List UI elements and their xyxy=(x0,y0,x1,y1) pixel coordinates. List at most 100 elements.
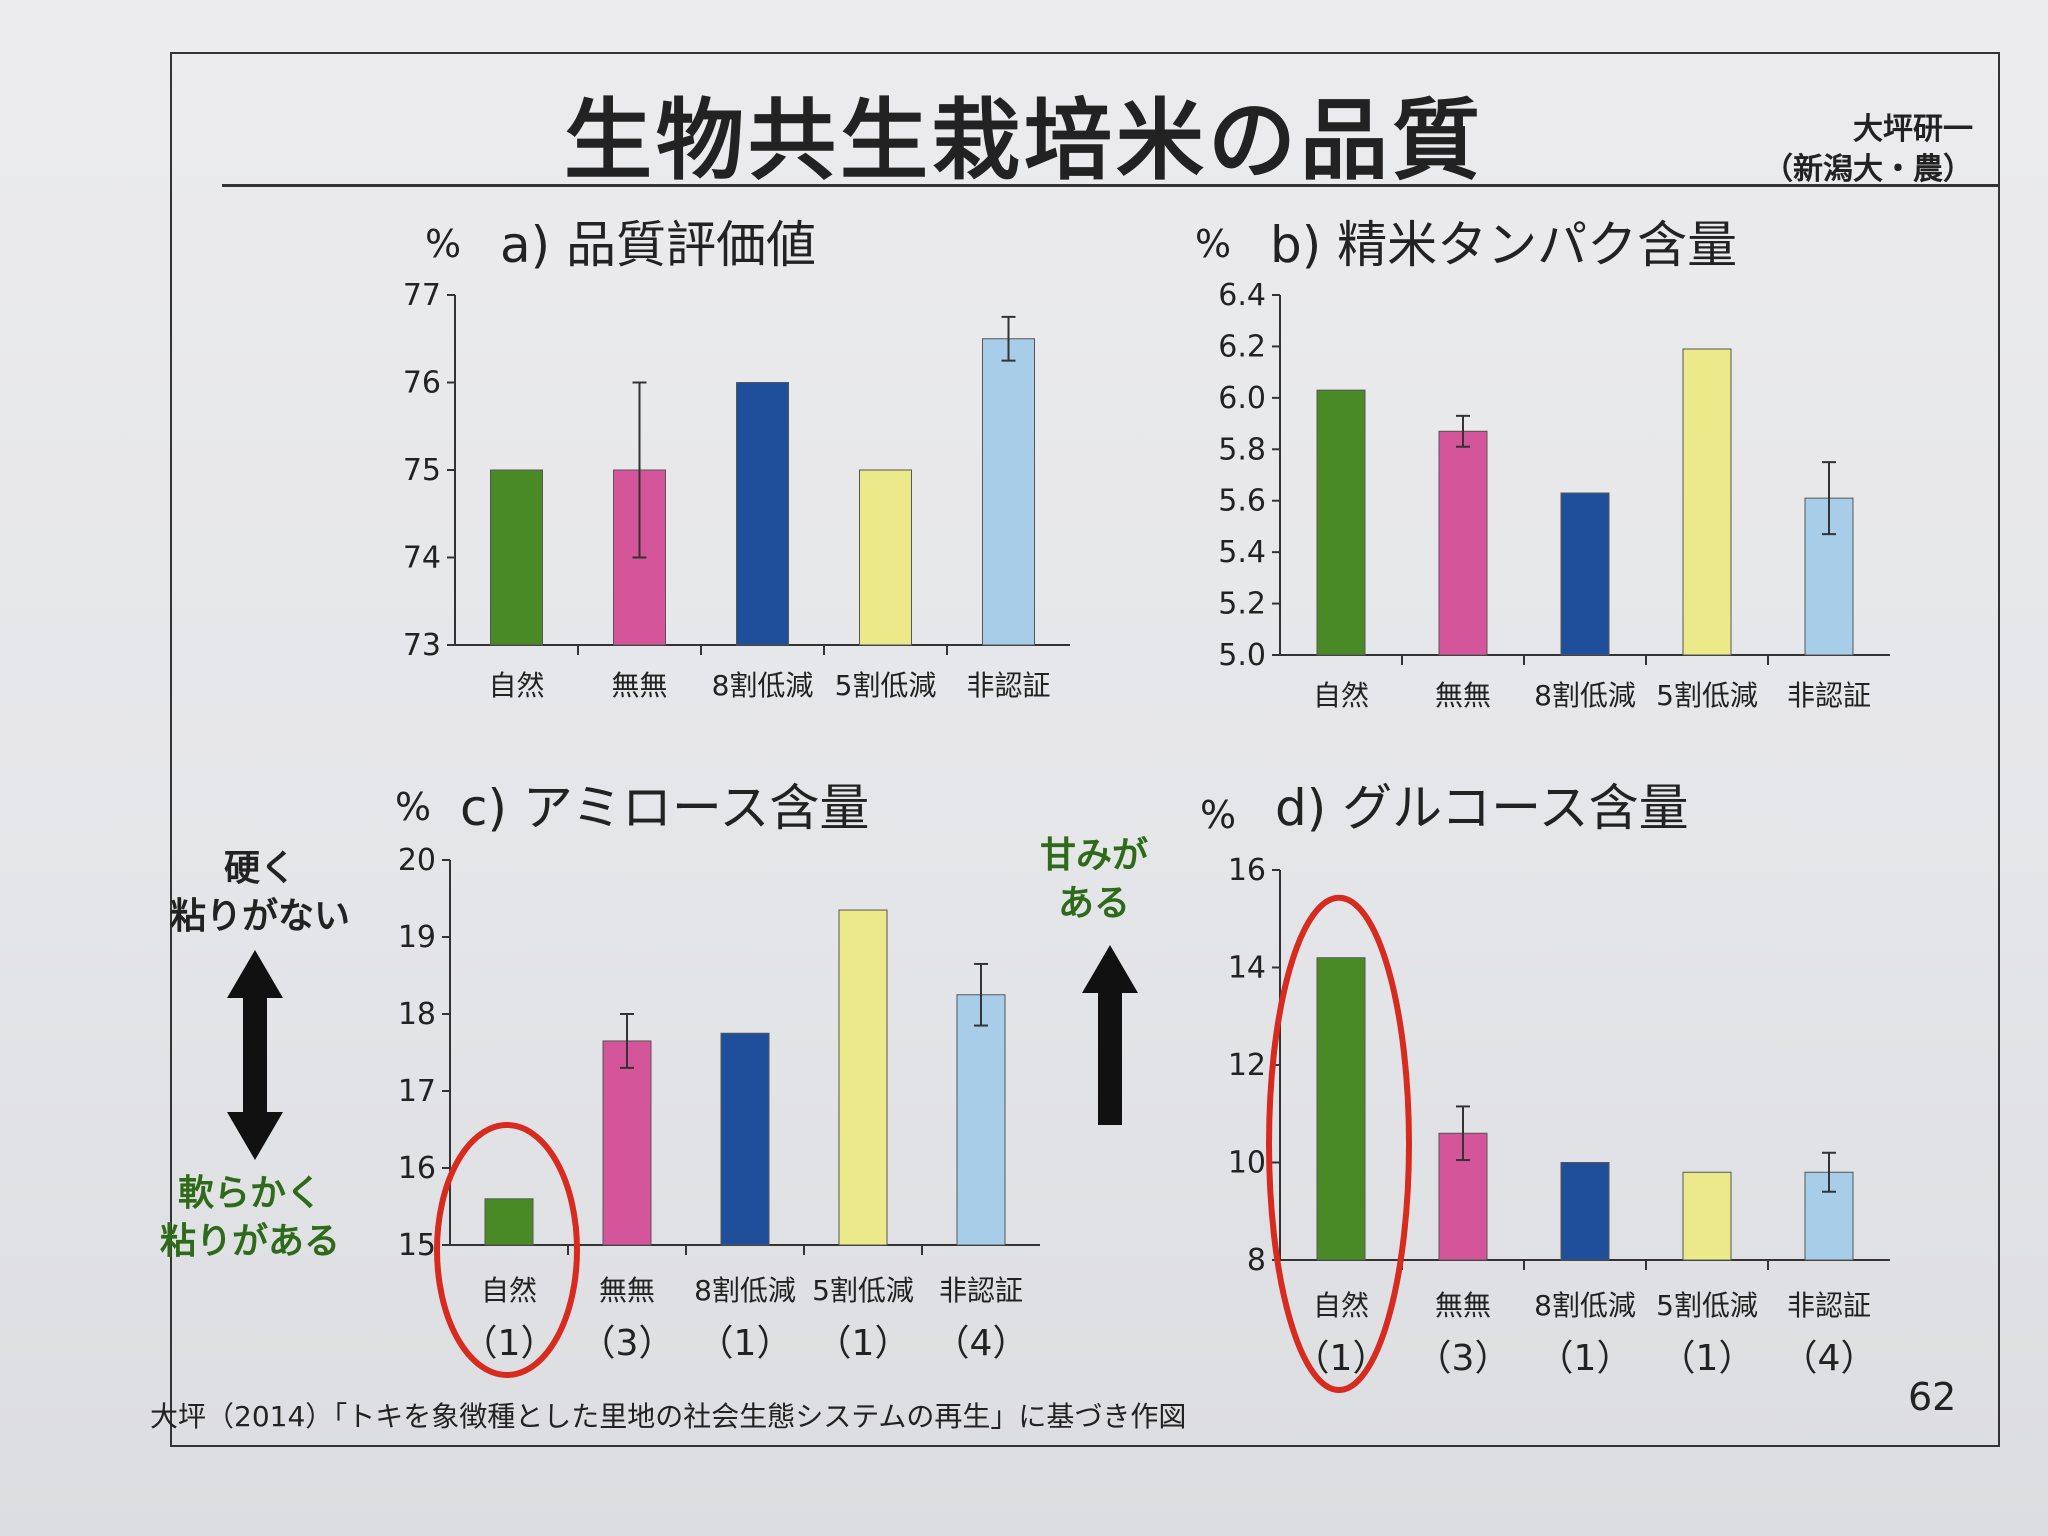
category-label: 自然 xyxy=(481,1274,537,1307)
y-tick-label: 77 xyxy=(403,278,441,313)
y-tick-label: 5.4 xyxy=(1218,535,1266,570)
sample-size-label: （1） xyxy=(698,1323,793,1364)
y-tick-label: 6.4 xyxy=(1218,278,1266,313)
sweet-label: 甘みが ある xyxy=(1040,832,1148,928)
double-arrow-icon xyxy=(227,950,283,1160)
y-tick-label: 17 xyxy=(398,1074,436,1109)
y-tick-label: 14 xyxy=(1228,951,1266,986)
category-label: 自然 xyxy=(1313,1289,1369,1322)
bar-2 xyxy=(1438,430,1488,656)
bar-1 xyxy=(490,469,543,646)
bar-4 xyxy=(838,909,888,1246)
bar-1 xyxy=(1316,957,1366,1261)
category-label: 8割低減 xyxy=(712,669,814,702)
sweet-label-line2: ある xyxy=(1058,883,1131,924)
y-tick-label: 5.2 xyxy=(1218,587,1266,622)
bar-4 xyxy=(1682,348,1732,656)
y-tick-label: 19 xyxy=(398,920,436,955)
y-tick-label: 76 xyxy=(403,366,441,401)
chart-d-title: d) グルコース含量 xyxy=(1275,779,1689,837)
hard-label: 硬く 粘りがない xyxy=(170,845,350,941)
y-tick-label: 5.6 xyxy=(1218,484,1266,519)
title-divider xyxy=(222,184,1998,187)
slide-frame xyxy=(170,52,2000,1447)
category-label: 無無 xyxy=(599,1274,655,1307)
chart-a-unit: % xyxy=(425,222,462,266)
chart-a-quality-score: 73 74 75 76 77 自然 無無 8割低減 5割低減 非認証 xyxy=(403,278,1070,702)
page-number: 62 xyxy=(1908,1375,1957,1419)
soft-label-line2: 粘りがある xyxy=(160,1221,341,1262)
sample-size-label: （1） xyxy=(1660,1338,1755,1379)
category-label: 無無 xyxy=(1435,1289,1491,1322)
bar-3 xyxy=(720,1032,770,1246)
bar-3 xyxy=(1560,492,1610,656)
y-tick-label: 12 xyxy=(1228,1048,1266,1083)
category-label: 無無 xyxy=(1435,679,1491,712)
category-label: 自然 xyxy=(1313,679,1369,712)
bar-1 xyxy=(1316,389,1366,656)
soft-label-line1: 軟らかく xyxy=(178,1173,323,1214)
y-tick-label: 8 xyxy=(1247,1243,1266,1278)
sample-size-label: （4） xyxy=(1782,1338,1877,1379)
sample-size-label: （4） xyxy=(934,1323,1029,1364)
chart-c-title: c) アミロース含量 xyxy=(460,779,870,837)
category-label: 5割低減 xyxy=(812,1274,914,1307)
author-credit: 大坪研一 （新潟大・農） xyxy=(1763,110,1973,190)
y-tick-label: 16 xyxy=(1228,853,1266,888)
bar-1 xyxy=(484,1198,534,1246)
y-tick-label: 15 xyxy=(398,1228,436,1263)
sample-size-label: （3） xyxy=(580,1323,675,1364)
category-label: 非認証 xyxy=(1787,1289,1871,1322)
category-label: 8割低減 xyxy=(1534,1289,1636,1322)
sweet-label-line1: 甘みが xyxy=(1040,835,1149,876)
soft-label: 軟らかく 粘りがある xyxy=(160,1170,340,1266)
y-tick-label: 20 xyxy=(398,843,436,878)
chart-b-unit: % xyxy=(1195,222,1232,266)
category-label: 非認証 xyxy=(1787,679,1871,712)
chart-c-unit: % xyxy=(395,785,432,829)
y-tick-label: 6.2 xyxy=(1218,329,1266,364)
y-tick-label: 18 xyxy=(398,997,436,1032)
chart-b-protein-content: 5.0 5.2 5.4 5.6 5.8 6.0 6.2 6.4 自然 無無 8割低減 5割低減 非認証 xyxy=(1218,278,1890,712)
category-label: 自然 xyxy=(488,669,544,702)
y-tick-label: 6.0 xyxy=(1218,381,1266,416)
source-footnote: 大坪（2014）「トキを象徴種とした里地の社会生態システムの再生」に基づき作図 xyxy=(150,1400,1187,1433)
bar-2 xyxy=(602,1040,652,1246)
bar-3 xyxy=(1560,1162,1610,1261)
y-tick-label: 5.0 xyxy=(1218,638,1266,673)
y-tick-label: 75 xyxy=(403,453,441,488)
hard-label-line1: 硬く xyxy=(224,848,297,889)
category-label: 5割低減 xyxy=(1656,1289,1758,1322)
category-label: 非認証 xyxy=(966,669,1050,702)
y-tick-label: 16 xyxy=(398,1151,436,1186)
hard-label-line2: 粘りがない xyxy=(170,896,351,937)
category-label: 無無 xyxy=(611,669,667,702)
bar-4 xyxy=(1682,1171,1732,1261)
up-arrow-icon xyxy=(1082,945,1138,1125)
highlight-circle xyxy=(1266,894,1412,1393)
chart-c-amylose-content: 151617181920自然（1）無無（3）8割低減（1）5割低減（1）非認証（… xyxy=(398,843,1040,1378)
bar-5 xyxy=(982,338,1035,646)
category-label: 8割低減 xyxy=(694,1274,796,1307)
sample-size-label: （1） xyxy=(1538,1338,1633,1379)
y-tick-label: 74 xyxy=(403,541,441,576)
sample-size-label: （1） xyxy=(816,1323,911,1364)
category-label: 8割低減 xyxy=(1534,679,1636,712)
author-affiliation: （新潟大・農） xyxy=(1763,152,1973,187)
y-tick-label: 73 xyxy=(403,628,441,663)
category-label: 非認証 xyxy=(939,1274,1023,1307)
highlight-circle xyxy=(434,1122,580,1378)
y-tick-label: 10 xyxy=(1228,1146,1266,1181)
chart-b-title: b) 精米タンパク含量 xyxy=(1270,216,1738,274)
slide-title: 生物共生栽培米の品質 xyxy=(563,89,1484,192)
bar-4 xyxy=(859,469,912,646)
category-label: 5割低減 xyxy=(1656,679,1758,712)
chart-a-title: a) 品質評価値 xyxy=(500,216,817,274)
chart-d-unit: % xyxy=(1200,793,1237,837)
bar-5 xyxy=(956,994,1006,1246)
author-name: 大坪研一 xyxy=(1853,112,1973,147)
category-label: 5割低減 xyxy=(835,669,937,702)
sample-size-label: （3） xyxy=(1416,1338,1511,1379)
